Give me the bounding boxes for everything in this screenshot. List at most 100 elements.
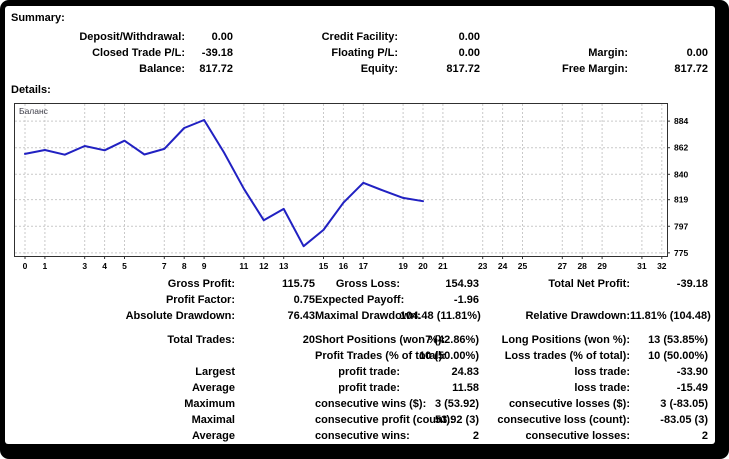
summary-heading: Summary:	[11, 12, 65, 24]
x-tick-label: 5	[122, 261, 127, 271]
stat-value: 11.81% (104.48)	[630, 310, 711, 322]
stat-label: Free Margin:	[561, 63, 628, 75]
plot-area	[14, 103, 668, 257]
stat-label: loss trade:	[574, 382, 630, 394]
balance-chart: 0 1 3 4 5 7 8 9 11 12 13 15 16 17 19 20 21 23 24 25 27 28 29 31…	[14, 103, 714, 275]
balance-line	[24, 119, 424, 248]
y-tick-label: 797	[674, 221, 688, 231]
stat-value: 104.48 (11.81%)	[400, 310, 481, 322]
stat-row: Gross Profit: 115.75 Gross Loss: 154.93 Tota…	[14, 276, 708, 292]
x-tick-label: 29	[597, 261, 607, 271]
stat-label: consecutive wins:	[315, 430, 410, 442]
x-tick-label: 9	[202, 261, 207, 271]
stat-label: consecutive wins ($):	[315, 398, 427, 410]
stat-label: Profit Trades (% of total):	[315, 350, 446, 362]
stat-value: 3 (53.92)	[434, 398, 479, 410]
stat-row: Profit Trades (% of total): 10 (50.00%) Lo…	[14, 348, 708, 364]
stat-value: 2	[701, 430, 708, 442]
x-tick-label: 32	[657, 261, 667, 271]
x-tick-label: 25	[518, 261, 528, 271]
balance-chart-svg: 0 1 3 4 5 7 8 9 11 12 13 15 16 17 19 20 21 23 24 25 27 28 29 31…	[14, 103, 688, 271]
x-tick-label: 24	[498, 261, 508, 271]
stat-value: 10 (50.00%)	[648, 350, 708, 362]
x-tick-label: 1	[43, 261, 48, 271]
stat-label: Loss trades (% of total):	[504, 350, 630, 362]
stat-value: -15.49	[676, 382, 708, 394]
x-tick-label: 17	[359, 261, 369, 271]
strategy-report-panel: Summary: Deposit/Withdrawal: 0.00 Credit F…	[5, 6, 715, 444]
stat-value: 24.83	[451, 366, 479, 378]
stat-label: Maximal Drawdown:	[315, 310, 421, 322]
stat-value: -83.05 (3)	[660, 414, 708, 426]
stat-label: loss trade:	[574, 366, 630, 378]
stat-value: 3 (-83.05)	[660, 398, 708, 410]
y-tick-label: 819	[674, 195, 688, 205]
stat-label: consecutive losses:	[525, 430, 630, 442]
y-tick-label: 775	[674, 248, 688, 258]
table-gap	[14, 324, 708, 332]
stat-label: Total Net Profit:	[548, 278, 630, 290]
chart-series-label: Баланс	[19, 106, 49, 116]
stat-label: Gross Loss:	[335, 278, 400, 290]
stat-label: consecutive profit (count):	[315, 414, 454, 426]
stat-row: Balance: 817.72 Equity: 817.72 Free Margin: 8…	[14, 61, 708, 77]
stat-value: -33.90	[676, 366, 708, 378]
y-tick-label: 840	[674, 169, 688, 179]
x-tick-label: 21	[438, 261, 448, 271]
stat-value: 2	[472, 430, 479, 442]
x-tick-label: 16	[339, 261, 349, 271]
stat-label: Expected Payoff:	[315, 294, 405, 306]
x-tick-label: 23	[478, 261, 488, 271]
stat-label: Equity:	[360, 63, 398, 75]
stat-label: Credit Facility:	[321, 31, 398, 43]
stat-label: consecutive losses ($):	[508, 398, 630, 410]
summary-table: Deposit/Withdrawal: 0.00 Credit Facility: 0…	[14, 29, 708, 77]
stat-label: Average	[191, 382, 235, 394]
x-tick-label: 4	[102, 261, 107, 271]
stat-value: 817.72	[674, 63, 708, 75]
x-tick-label: 31	[637, 261, 647, 271]
stat-label: Long Positions (won %):	[501, 334, 630, 346]
stat-value: 0.75	[293, 294, 315, 306]
stat-row: Largest profit trade: 24.83 loss trade: -33.…	[14, 364, 708, 380]
stat-value: 0.00	[686, 47, 708, 59]
x-tick-label: 15	[319, 261, 329, 271]
stat-value: 20	[302, 334, 315, 346]
stat-value: 154.93	[445, 278, 479, 290]
x-tick-label: 13	[279, 261, 289, 271]
stat-label: Profit Factor:	[165, 294, 235, 306]
stat-row: Average profit trade: 11.58 loss trade: -15.…	[14, 380, 708, 396]
stat-label: Maximum	[184, 398, 235, 410]
stat-label: Floating P/L:	[331, 47, 398, 59]
stat-row: Maximal consecutive profit (count): 53.92 …	[14, 412, 708, 428]
stat-label: Maximal	[191, 414, 235, 426]
stat-value: 7 (42.86%)	[425, 334, 479, 346]
stat-label: Short Positions (won %):	[315, 334, 446, 346]
stat-label: consecutive loss (count):	[497, 414, 630, 426]
x-tick-label: 27	[558, 261, 568, 271]
stat-label: Total Trades:	[167, 334, 235, 346]
stat-label: Balance:	[139, 63, 185, 75]
stat-value: 115.75	[281, 278, 315, 290]
stat-label: Gross Profit:	[167, 278, 235, 290]
x-tick-label: 11	[239, 261, 248, 271]
stat-label: profit trade:	[338, 382, 400, 394]
stat-row: Profit Factor: 0.75 Expected Payoff: -1.96	[14, 292, 708, 308]
stat-row: Average consecutive wins: 2 consecutive los…	[14, 428, 708, 444]
stat-value: 53.92 (3)	[434, 414, 479, 426]
x-tick-label: 28	[577, 261, 587, 271]
x-tick-label: 19	[398, 261, 408, 271]
x-tick-label: 0	[23, 261, 28, 271]
stat-value: -1.96	[453, 294, 479, 306]
stat-label: Largest	[195, 366, 235, 378]
stat-row: Absolute Drawdown: 76.43 Maximal Drawdown:…	[14, 308, 711, 324]
stat-row: Closed Trade P/L: -39.18 Floating P/L: 0.00…	[14, 45, 708, 61]
stat-label: Deposit/Withdrawal:	[79, 31, 185, 43]
x-tick-label: 7	[162, 261, 167, 271]
stat-value: 0.00	[458, 47, 480, 59]
details-table: Gross Profit: 115.75 Gross Loss: 154.93 Tota…	[14, 276, 711, 444]
stat-label: Closed Trade P/L:	[92, 47, 185, 59]
y-tick-label: 884	[674, 116, 688, 126]
stat-value: -39.18	[201, 47, 233, 59]
